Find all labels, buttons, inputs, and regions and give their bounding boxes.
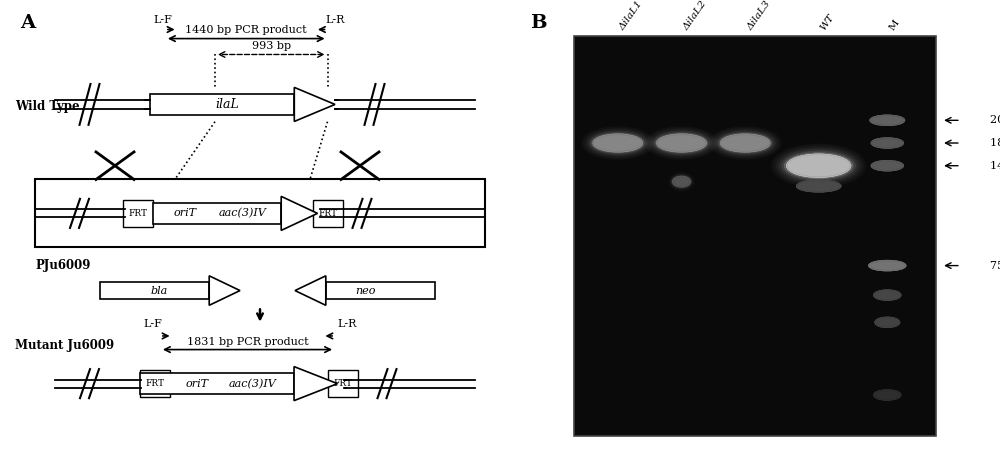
Ellipse shape xyxy=(871,138,903,148)
Ellipse shape xyxy=(721,134,770,152)
Ellipse shape xyxy=(673,177,690,187)
FancyBboxPatch shape xyxy=(140,373,294,394)
Ellipse shape xyxy=(871,138,903,148)
Ellipse shape xyxy=(869,261,906,271)
Ellipse shape xyxy=(721,134,770,152)
Ellipse shape xyxy=(874,290,901,300)
Ellipse shape xyxy=(655,133,708,153)
Text: L-F: L-F xyxy=(153,15,172,25)
Ellipse shape xyxy=(593,134,642,152)
Text: L-F: L-F xyxy=(143,319,162,329)
Text: FRT: FRT xyxy=(318,209,337,218)
Text: ΔilaL3: ΔilaL3 xyxy=(745,0,772,32)
Ellipse shape xyxy=(797,180,841,192)
Ellipse shape xyxy=(657,134,706,152)
Text: B: B xyxy=(530,14,546,32)
FancyBboxPatch shape xyxy=(328,370,358,397)
Ellipse shape xyxy=(787,154,851,177)
Text: FRT: FRT xyxy=(146,379,164,388)
Text: aac(3)IV: aac(3)IV xyxy=(219,208,266,218)
Ellipse shape xyxy=(874,290,901,300)
Ellipse shape xyxy=(787,154,851,177)
Text: 2000 bp: 2000 bp xyxy=(990,115,1000,125)
Ellipse shape xyxy=(797,180,841,192)
Ellipse shape xyxy=(869,261,906,271)
Polygon shape xyxy=(295,276,326,305)
FancyBboxPatch shape xyxy=(312,200,342,227)
Text: 1831 bp: 1831 bp xyxy=(990,138,1000,148)
Text: oriT: oriT xyxy=(174,208,196,218)
Text: 750 bp: 750 bp xyxy=(990,261,1000,271)
Ellipse shape xyxy=(875,317,900,327)
Ellipse shape xyxy=(721,134,770,152)
FancyBboxPatch shape xyxy=(326,281,435,300)
Text: Wild Type: Wild Type xyxy=(15,100,80,113)
Text: bla: bla xyxy=(150,286,167,296)
FancyBboxPatch shape xyxy=(574,36,936,436)
Ellipse shape xyxy=(589,132,646,154)
Ellipse shape xyxy=(874,390,901,400)
Ellipse shape xyxy=(874,390,901,400)
Polygon shape xyxy=(281,196,318,230)
Text: neo: neo xyxy=(355,286,375,296)
Polygon shape xyxy=(294,87,335,121)
Ellipse shape xyxy=(871,161,903,171)
FancyBboxPatch shape xyxy=(150,94,294,114)
Ellipse shape xyxy=(717,132,774,154)
Ellipse shape xyxy=(719,133,772,153)
Text: ΔilaL1: ΔilaL1 xyxy=(618,0,645,32)
FancyBboxPatch shape xyxy=(100,281,209,300)
Text: Mutant Ju6009: Mutant Ju6009 xyxy=(15,339,114,351)
Text: A: A xyxy=(20,14,35,32)
Ellipse shape xyxy=(869,261,906,271)
FancyBboxPatch shape xyxy=(140,370,170,397)
Ellipse shape xyxy=(871,161,903,171)
FancyBboxPatch shape xyxy=(122,200,152,227)
Polygon shape xyxy=(209,276,240,305)
Ellipse shape xyxy=(784,153,853,179)
Text: PJu6009: PJu6009 xyxy=(35,259,90,272)
Ellipse shape xyxy=(874,390,901,400)
Ellipse shape xyxy=(787,154,851,177)
Ellipse shape xyxy=(870,115,904,125)
Text: 1440 bp: 1440 bp xyxy=(990,161,1000,171)
Ellipse shape xyxy=(657,134,706,152)
Text: L-R: L-R xyxy=(325,15,345,25)
Text: ΔilaL2: ΔilaL2 xyxy=(682,0,708,32)
Ellipse shape xyxy=(782,151,856,180)
Text: FRT: FRT xyxy=(333,379,352,388)
Polygon shape xyxy=(294,367,338,400)
Ellipse shape xyxy=(657,134,706,152)
Ellipse shape xyxy=(591,133,644,153)
Text: FRT: FRT xyxy=(128,209,147,218)
Ellipse shape xyxy=(797,180,841,192)
Ellipse shape xyxy=(673,177,690,187)
Text: WT: WT xyxy=(819,12,836,32)
Ellipse shape xyxy=(875,317,900,327)
Ellipse shape xyxy=(672,176,691,188)
Ellipse shape xyxy=(870,115,904,125)
Ellipse shape xyxy=(870,115,904,125)
Ellipse shape xyxy=(875,317,900,327)
Text: 1440 bp PCR product: 1440 bp PCR product xyxy=(185,25,307,35)
Ellipse shape xyxy=(874,290,901,300)
Ellipse shape xyxy=(653,132,710,154)
Ellipse shape xyxy=(871,138,903,148)
Ellipse shape xyxy=(593,134,642,152)
Text: L-R: L-R xyxy=(338,319,357,329)
Ellipse shape xyxy=(673,177,690,187)
FancyBboxPatch shape xyxy=(152,203,281,223)
Text: M: M xyxy=(887,18,901,32)
Text: oriT: oriT xyxy=(186,379,209,389)
Ellipse shape xyxy=(871,161,903,171)
Text: 993 bp: 993 bp xyxy=(252,41,291,51)
FancyBboxPatch shape xyxy=(35,179,485,247)
Text: aac(3)IV: aac(3)IV xyxy=(229,379,276,389)
Ellipse shape xyxy=(593,134,642,152)
Text: 1831 bp PCR product: 1831 bp PCR product xyxy=(187,337,308,347)
Text: ilaL: ilaL xyxy=(216,98,240,111)
